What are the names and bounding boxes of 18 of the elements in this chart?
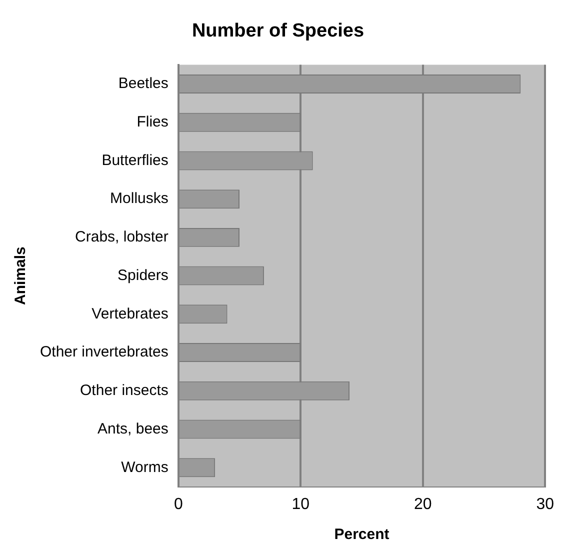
y-tick-label: Vertebrates [92, 305, 168, 322]
y-tick-label: Ants, bees [98, 420, 168, 438]
x-tick-label: 10 [292, 496, 310, 513]
x-tick-label: 20 [414, 496, 432, 513]
x-axis-title: Percent [334, 526, 390, 544]
y-tick-label: Mollusks [110, 190, 168, 208]
x-tick-label: 30 [536, 496, 554, 513]
y-tick-label: Worms [121, 458, 168, 476]
chart-title: Number of Species [192, 20, 364, 42]
x-tick-label: 0 [174, 496, 183, 513]
y-tick-label: Butterflies [102, 152, 168, 169]
y-tick-label: Other insects [80, 382, 168, 400]
y-tick-label: Spiders [118, 266, 168, 284]
y-tick-label: Beetles [118, 75, 168, 92]
y-tick-label: Other invertebrates [40, 344, 168, 361]
y-axis-title: Animals [12, 246, 30, 305]
y-tick-label: Crabs, lobster [75, 228, 168, 246]
y-tick-label: Flies [136, 113, 168, 130]
